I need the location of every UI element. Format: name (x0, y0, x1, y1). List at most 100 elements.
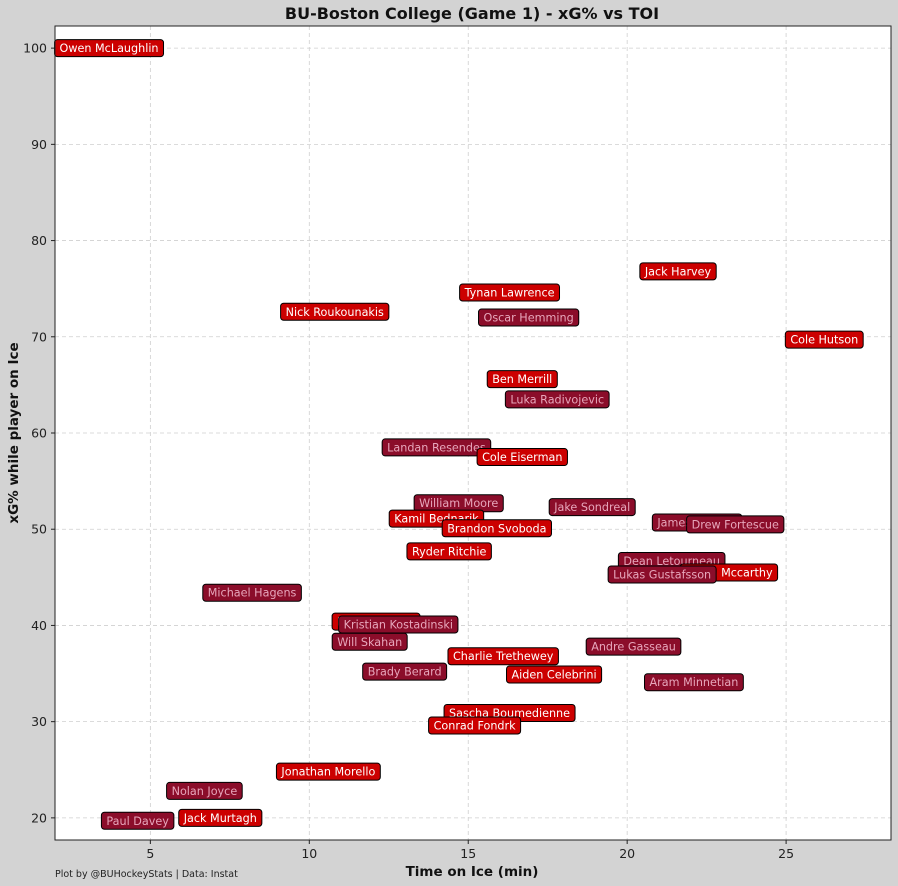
player-name-label: Nolan Joyce (172, 785, 238, 798)
player-point-cole-hutson: Cole Hutson (784, 330, 864, 349)
label-box (486, 370, 558, 389)
player-point-jonathan-morello: Jonathan Morello (275, 762, 381, 781)
player-point-nick-roukounakis: Nick Roukounakis (280, 302, 390, 321)
x-tick-label: 15 (460, 846, 476, 861)
label-box (166, 781, 243, 800)
player-point-jack-murtagh: Jack Murtagh (178, 808, 263, 827)
player-point-andre-gasseau: Andre Gasseau (585, 637, 682, 656)
player-point-jake-sondreal: Jake Sondreal (548, 498, 636, 517)
player-point-michael-hagens: Michael Hagens (202, 583, 302, 602)
player-point-aiden-celebrini: Aiden Celebrini (506, 665, 603, 684)
label-box (504, 390, 610, 409)
player-name-label: Paul Davey (106, 815, 169, 828)
player-name-label: Cole Eiserman (482, 451, 562, 464)
label-box (447, 647, 559, 666)
y-tick-label: 70 (31, 329, 47, 344)
label-box (381, 438, 492, 457)
label-box (428, 716, 522, 735)
player-point-ben-merrill: Ben Merrill (486, 370, 558, 389)
label-box (639, 262, 717, 281)
label-box (548, 498, 636, 517)
player-name-label: Jack Murtagh (183, 812, 257, 825)
credit-note: Plot by @BUHockeyStats | Data: Instat (55, 869, 238, 880)
label-box (585, 637, 682, 656)
player-name-label: Michael Hagens (208, 587, 297, 600)
label-box (607, 565, 717, 584)
y-tick-label: 60 (31, 426, 47, 441)
label-box (275, 762, 381, 781)
label-box (202, 583, 302, 602)
player-point-tynan-lawrence: Tynan Lawrence (459, 283, 561, 302)
player-point-lukas-gustafsson: Lukas Gustafsson (607, 565, 717, 584)
player-name-label: Brady Berard (368, 666, 442, 679)
player-name-label: Cole Hutson (790, 334, 858, 347)
player-name-label: Brandon Svoboda (447, 522, 546, 535)
player-point-paul-davey: Paul Davey (100, 811, 175, 830)
x-tick-label: 5 (146, 846, 154, 861)
player-name-label: Drew Fortescue (692, 518, 779, 531)
player-name-label: Kristian Kostadinski (344, 618, 453, 631)
label-box (506, 665, 603, 684)
x-tick-label: 25 (778, 846, 794, 861)
player-name-label: Aram Minnetian (650, 676, 739, 689)
player-point-conrad-fondrk: Conrad Fondrk (428, 716, 522, 735)
label-box (331, 632, 408, 651)
player-name-label: Conrad Fondrk (434, 720, 517, 733)
player-point-landan-resendes: Landan Resendes (381, 438, 492, 457)
y-tick-label: 20 (31, 810, 47, 825)
y-tick-label: 50 (31, 522, 47, 537)
player-point-nolan-joyce: Nolan Joyce (166, 781, 243, 800)
player-point-cole-eiserman: Cole Eiserman (476, 448, 568, 467)
player-name-label: Lukas Gustafsson (613, 568, 711, 581)
y-axis-title: xG% while player on Ice (6, 342, 22, 523)
label-box (478, 308, 580, 327)
y-tick-label: 100 (23, 41, 47, 56)
player-labels: Owen McLaughlin Jack Harvey Tynan Lawrence… (54, 39, 864, 830)
player-point-kristian-kostadinski: Kristian Kostadinski (338, 615, 459, 634)
player-point-william-moore: William Moore (413, 494, 504, 513)
player-point-jack-harvey: Jack Harvey (639, 262, 717, 281)
player-point-drew-fortescue: Drew Fortescue (686, 515, 785, 534)
x-tick-label: 10 (301, 846, 317, 861)
player-point-owen-mclaughlin: Owen McLaughlin (54, 39, 165, 58)
label-box (686, 515, 785, 534)
player-point-oscar-hemming: Oscar Hemming (478, 308, 580, 327)
player-name-label: Luka Radivojevic (510, 393, 604, 406)
player-name-label: Jonathan Morello (280, 766, 375, 779)
label-box (459, 283, 561, 302)
player-name-label: Charlie Trethewey (453, 650, 554, 663)
player-name-label: Jake Sondreal (553, 501, 630, 514)
player-name-label: Nick Roukounakis (286, 306, 384, 319)
player-name-label: Will Skahan (337, 636, 402, 649)
label-box (178, 808, 263, 827)
axis-ticks: 5 10 15 20 25 20 30 40 50 60 70 80 90 100 (23, 41, 794, 861)
player-name-label: William Moore (419, 497, 498, 510)
player-name-label: Oscar Hemming (484, 312, 574, 325)
y-tick-label: 90 (31, 137, 47, 152)
grid (55, 26, 891, 840)
player-name-label: Ryder Ritchie (412, 545, 487, 558)
label-box (784, 330, 864, 349)
y-tick-label: 30 (31, 714, 47, 729)
y-tick-label: 40 (31, 618, 47, 633)
player-point-aram-minnetian: Aram Minnetian (644, 673, 744, 692)
label-box (441, 519, 552, 538)
player-point-brady-berard: Brady Berard (362, 662, 448, 681)
label-box (406, 542, 492, 561)
player-name-label: Landan Resendes (387, 441, 486, 454)
label-box (280, 302, 390, 321)
x-axis-title: Time on Ice (min) (406, 864, 539, 880)
player-name-label: Andre Gasseau (591, 641, 676, 654)
plot-frame (54, 25, 892, 841)
y-tick-label: 80 (31, 233, 47, 248)
label-box (644, 673, 744, 692)
player-point-will-skahan: Will Skahan (331, 632, 408, 651)
player-point-luka-radivojevic: Luka Radivojevic (504, 390, 610, 409)
label-box (476, 448, 568, 467)
player-point-ryder-ritchie: Ryder Ritchie (406, 542, 492, 561)
player-point-brandon-svoboda: Brandon Svoboda (441, 519, 552, 538)
label-box (100, 811, 175, 830)
chart-title: BU-Boston College (Game 1) - xG% vs TOI (285, 4, 659, 23)
label-box (362, 662, 448, 681)
